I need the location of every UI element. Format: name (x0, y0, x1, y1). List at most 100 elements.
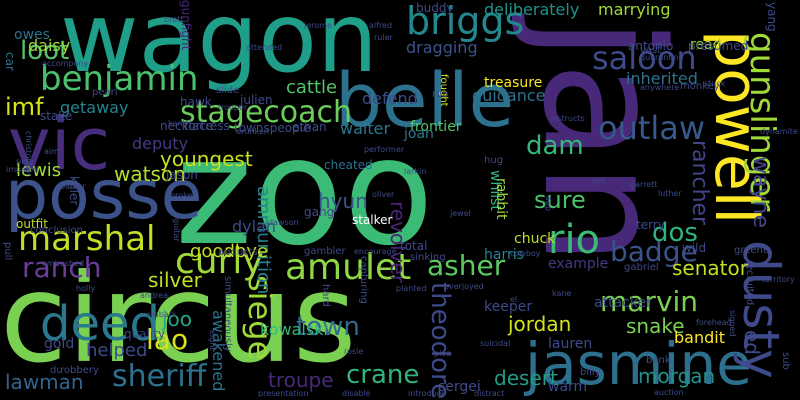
word-circus: circus (0, 248, 357, 390)
word-hard: hard (320, 284, 331, 307)
word-dam: dam (526, 131, 584, 161)
word-dawson: dawson (268, 218, 299, 227)
word-amulet: amulet (285, 247, 412, 288)
word-ethan: ethan (292, 120, 327, 134)
word-posse: posse (5, 156, 203, 235)
word-julien: julien (240, 93, 273, 107)
word-example: example (548, 256, 609, 272)
word-slide: slide (216, 85, 240, 96)
word-trooper: trooper (218, 103, 248, 112)
word-read: read (690, 37, 722, 53)
word-bandit: bandit (674, 328, 725, 347)
word-conclusion: conclusion (30, 225, 84, 236)
word-pearl: pearl (92, 87, 118, 98)
word-gabriel: gabriel (624, 262, 659, 273)
word-overjoyed: overjoyed (444, 282, 484, 291)
word-yes: yes (592, 176, 606, 185)
word-chuck: chuck (514, 231, 556, 247)
word-warm: warm (548, 379, 588, 395)
word-townspeople: townspeople (234, 121, 311, 135)
word-walter: walter (340, 119, 391, 138)
word-keeper: keeper (484, 299, 533, 315)
word-app: app (544, 196, 553, 212)
word-outfit: outfit (16, 217, 48, 231)
word-cowboy: cowboy (510, 249, 541, 258)
word-wild: wild (682, 241, 707, 255)
word-larkin: larkin (404, 167, 427, 176)
word-marvin: marvin (600, 285, 699, 318)
word-jerome: jerome (304, 21, 332, 30)
word-owes: owes (14, 27, 50, 43)
word-jordan: jordan (508, 312, 572, 336)
word-barker: barker (60, 182, 86, 191)
word-imf: imf (5, 93, 44, 121)
word-territory: territory (762, 275, 795, 284)
word-daisy: daisy (28, 36, 71, 55)
word-impaled: impaled (6, 165, 39, 174)
word-troupe: troupe (268, 368, 334, 392)
word-presumed: presumed (688, 39, 749, 53)
word-town: town (296, 312, 360, 342)
word-buddy: buddy (416, 1, 454, 15)
word-accompany: accompany (42, 59, 89, 68)
word-terry: terry (636, 218, 665, 232)
word-dylan: dylan (232, 217, 277, 236)
word-asher: asher (427, 249, 506, 282)
word-attacker: attacker (594, 295, 652, 311)
word-pull: pull (2, 242, 13, 261)
word-instructs: instructs (550, 114, 585, 123)
word-christopher: christopher (24, 131, 33, 177)
word-loot: loot (20, 36, 70, 66)
word-broke: broke (170, 191, 193, 200)
word-antonio: antonio (628, 39, 674, 53)
word-benjamin: benjamin (40, 59, 199, 99)
word-briggs: briggs (406, 0, 525, 43)
word-rabbit: rabbit (493, 178, 509, 220)
word-deputy: deputy (132, 134, 189, 153)
word-cheated: cheated (324, 158, 373, 172)
word-gold: gold (44, 336, 75, 352)
word-kane: kane (552, 289, 572, 298)
word-rio: rio (548, 217, 601, 263)
word-watson: watson (114, 162, 186, 186)
word-guidance: guidance (472, 86, 546, 105)
word-vic: vic (8, 102, 111, 186)
word-distract: distract (474, 389, 505, 398)
word-suicidal: suicidal (480, 339, 511, 348)
word-kang: kang (168, 119, 188, 128)
word-joan: joan (404, 126, 434, 142)
word-drunken: drunken (236, 127, 269, 136)
word-youngest: youngest (160, 147, 253, 171)
word-oliver: oliver (372, 190, 395, 199)
word-brett: brett (164, 15, 184, 24)
word-sure: sure (534, 186, 586, 214)
word-stake: stake (40, 109, 73, 123)
word-badge: badge (610, 235, 698, 268)
word-abducts: abducts (218, 247, 258, 258)
word-rosie: rosie (344, 347, 364, 356)
word-ranch: ranch (22, 251, 102, 284)
word-crane: crane (346, 360, 420, 390)
word-forehead: forehead (696, 318, 732, 327)
word-curly: curly (175, 241, 264, 282)
word-hawk: hawk (180, 95, 212, 109)
word-vast: vast (640, 45, 662, 56)
word-introduce: introduce (408, 389, 446, 398)
word-gambler: gambler (304, 246, 346, 257)
word-sub: sub (780, 352, 791, 370)
word-zoo: zoo (175, 106, 434, 278)
word-sergei: sergei (438, 379, 481, 395)
word-holly: holly (76, 284, 96, 293)
word-treasure: treasure (484, 75, 543, 91)
word-el: el (510, 295, 518, 304)
word-encourage: encourage (354, 247, 397, 256)
word-capturing: capturing (358, 256, 369, 304)
word-gang: gang (304, 205, 335, 219)
word-car: car (3, 52, 17, 71)
word-belle: belle (335, 58, 515, 144)
word-marrying: marrying (598, 0, 671, 19)
word-ruler: ruler (374, 33, 393, 42)
word-senator: senator (672, 256, 748, 280)
word-kowalski: kowalski (260, 320, 328, 339)
